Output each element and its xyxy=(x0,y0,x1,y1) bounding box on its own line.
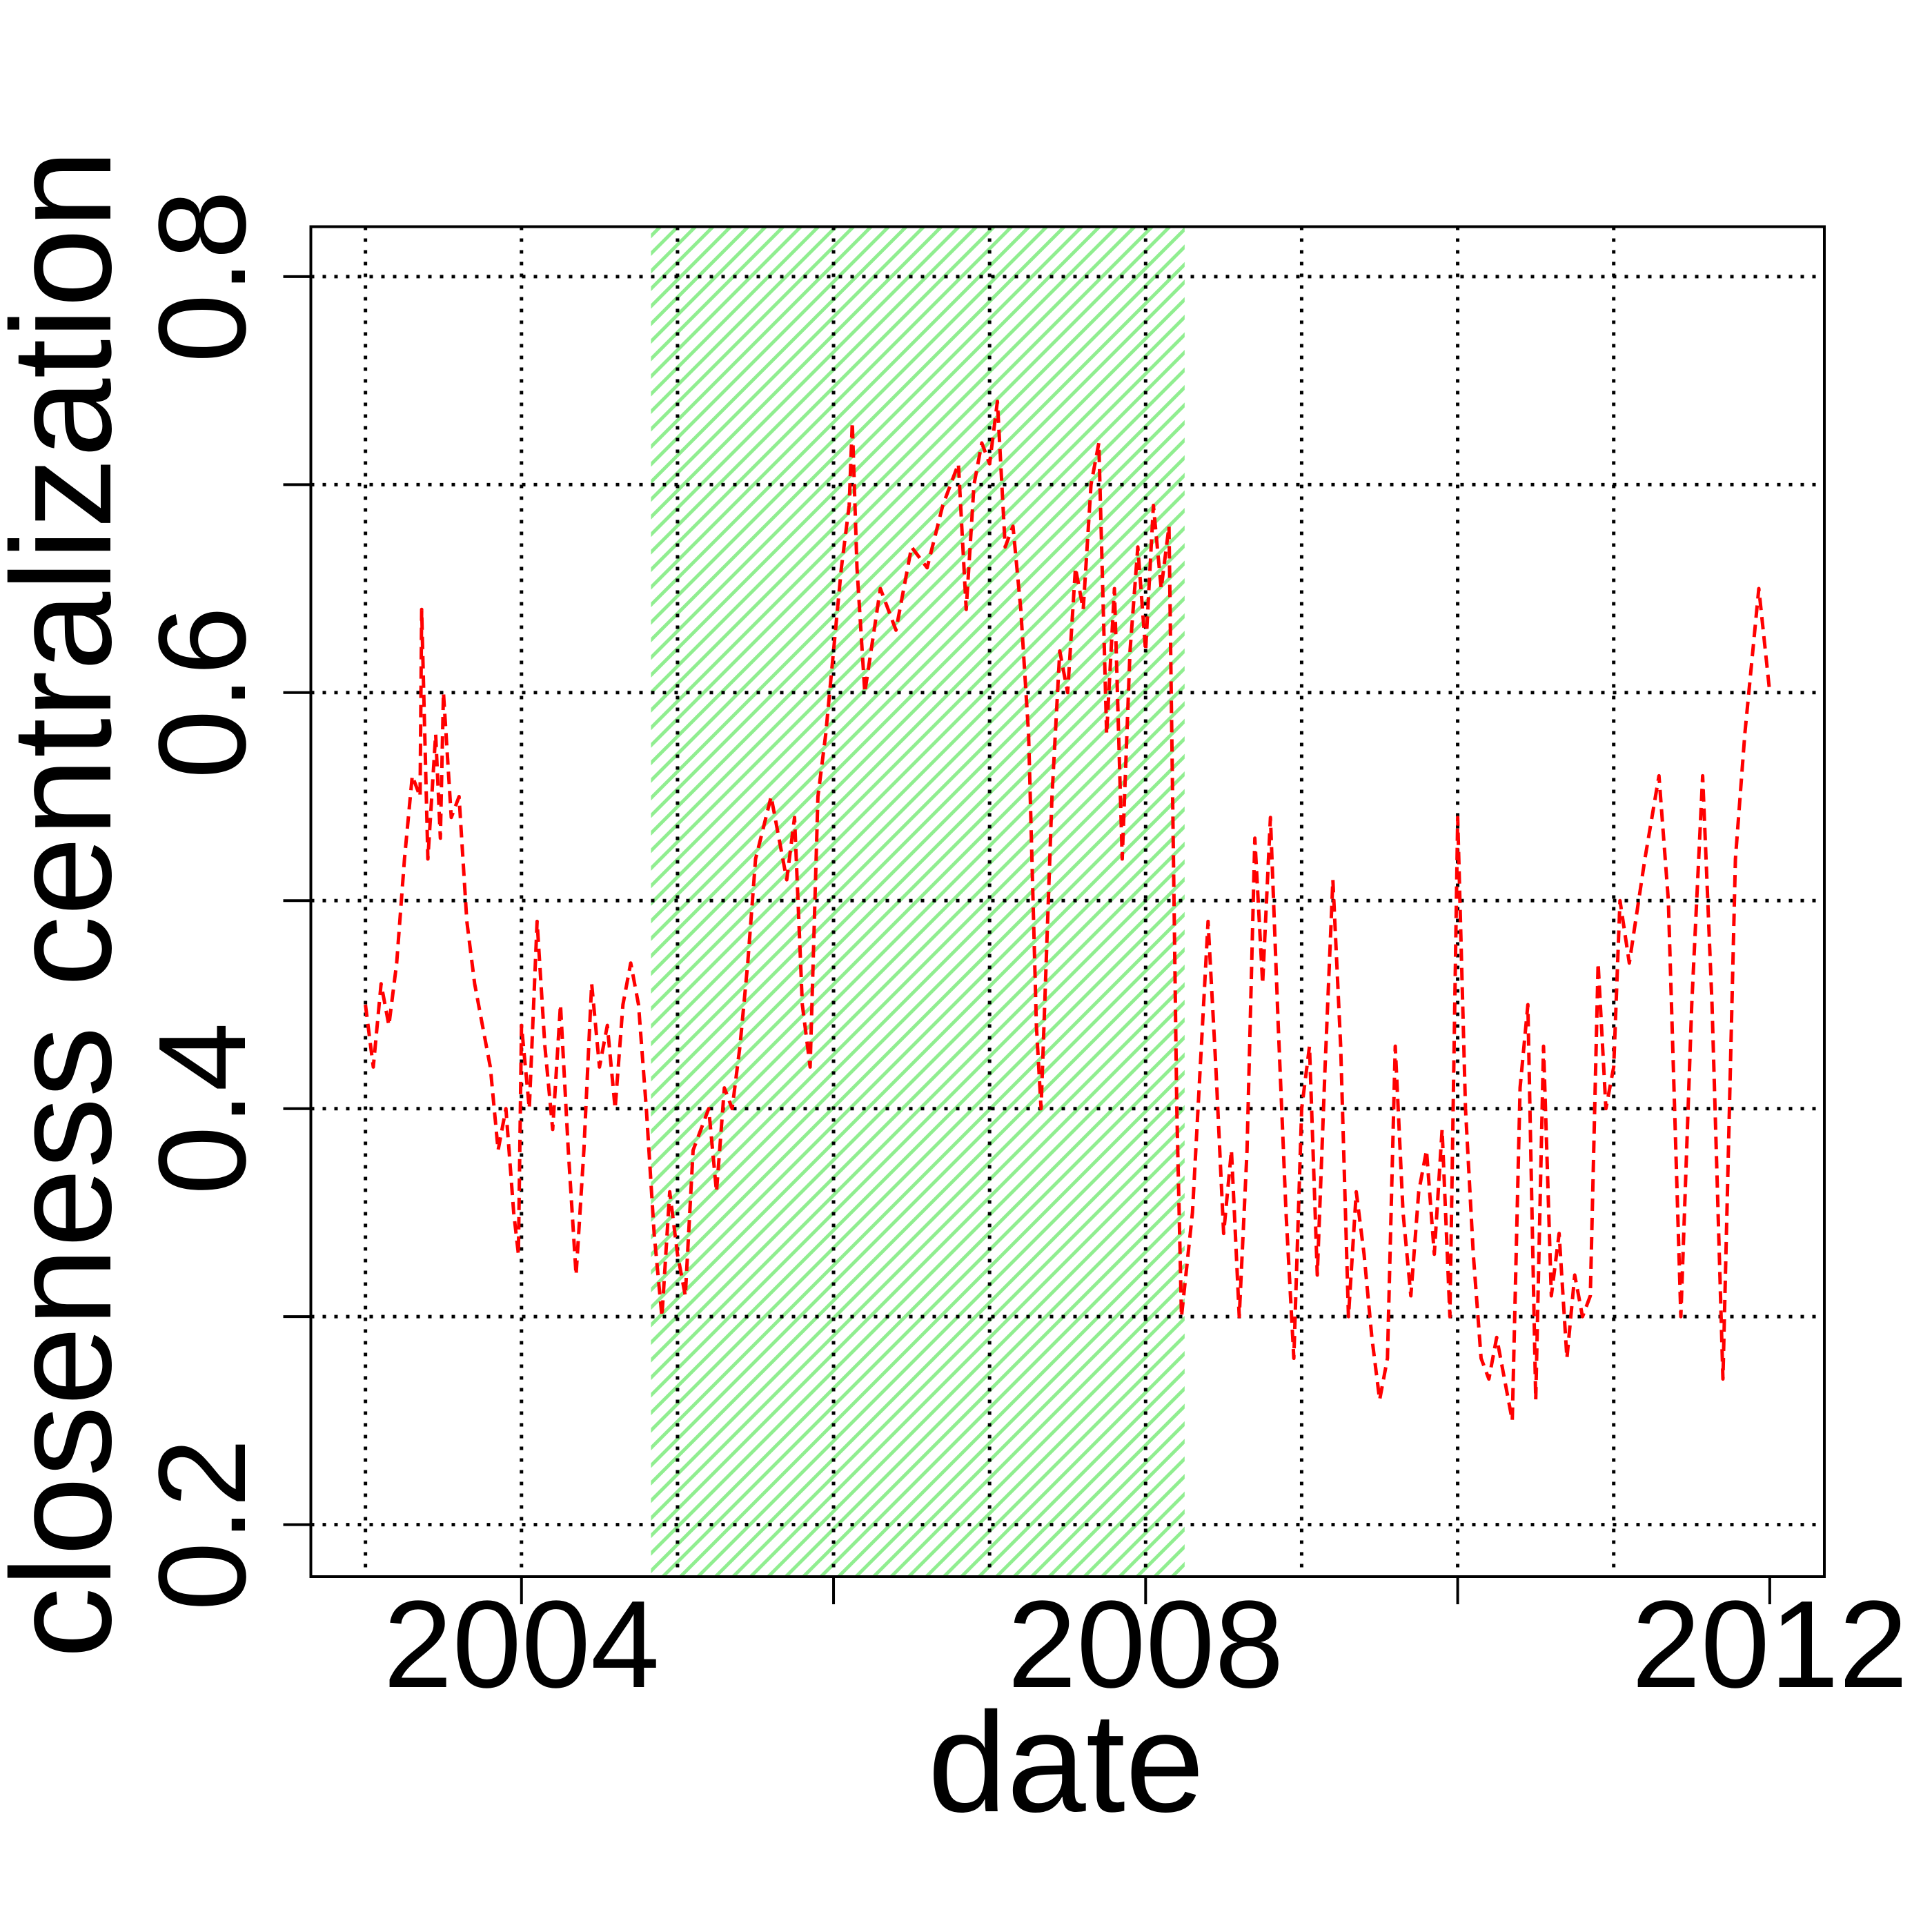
y-tick-label: 0.4 xyxy=(133,1023,272,1195)
data-line xyxy=(364,400,1772,1423)
y-tick-label: 0.8 xyxy=(133,190,272,363)
plot-layer: 0.2 0.4 0.6 0.8 2004 2008 2012 xyxy=(133,190,1908,1714)
x-tick-label: 2012 xyxy=(1632,1575,1908,1714)
y-tick-label: 0.6 xyxy=(133,607,272,779)
x-axis-label: date xyxy=(928,1683,1205,1842)
x-tick-label: 2008 xyxy=(1007,1575,1283,1714)
shaded-region xyxy=(651,226,1185,1577)
y-axis-label: closeness centralization xyxy=(0,149,141,1658)
y-tick-label: 0.2 xyxy=(133,1439,272,1611)
x-tick-label: 2004 xyxy=(384,1575,660,1714)
